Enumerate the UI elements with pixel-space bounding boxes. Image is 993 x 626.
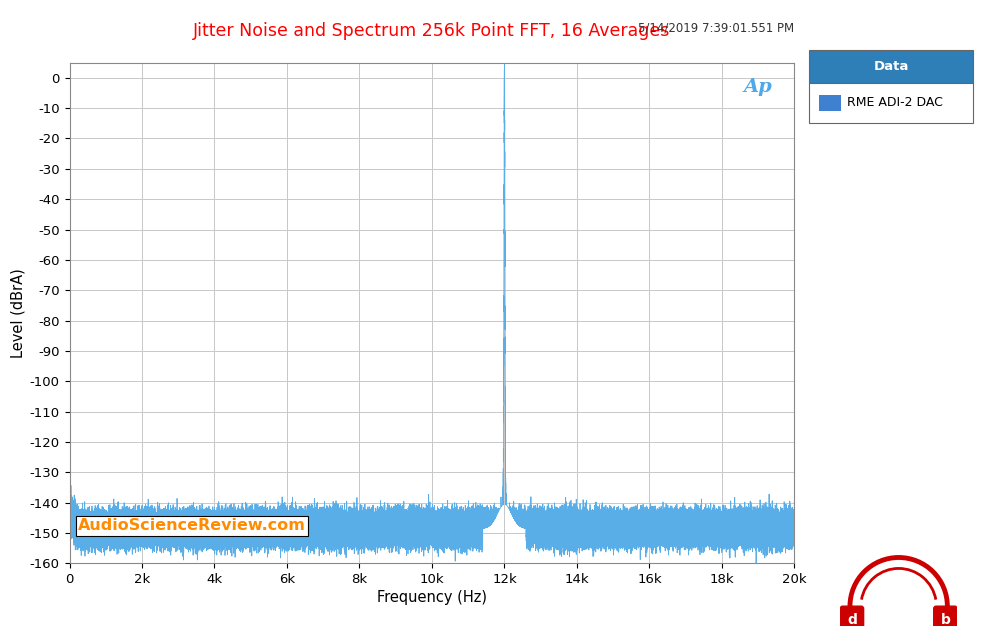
FancyBboxPatch shape (840, 606, 864, 626)
FancyBboxPatch shape (933, 606, 957, 626)
Text: d: d (847, 613, 857, 626)
Text: 5/14/2019 7:39:01.551 PM: 5/14/2019 7:39:01.551 PM (638, 22, 794, 35)
X-axis label: Frequency (Hz): Frequency (Hz) (377, 590, 487, 605)
Text: Data: Data (874, 60, 909, 73)
Text: AudioScienceReview.com: AudioScienceReview.com (78, 518, 306, 533)
Text: Ap: Ap (744, 78, 773, 96)
Text: b: b (940, 613, 950, 626)
Text: Jitter Noise and Spectrum 256k Point FFT, 16 Averages: Jitter Noise and Spectrum 256k Point FFT… (194, 22, 670, 40)
Y-axis label: Level (dBrA): Level (dBrA) (11, 268, 26, 358)
Text: RME ADI-2 DAC: RME ADI-2 DAC (847, 96, 943, 110)
